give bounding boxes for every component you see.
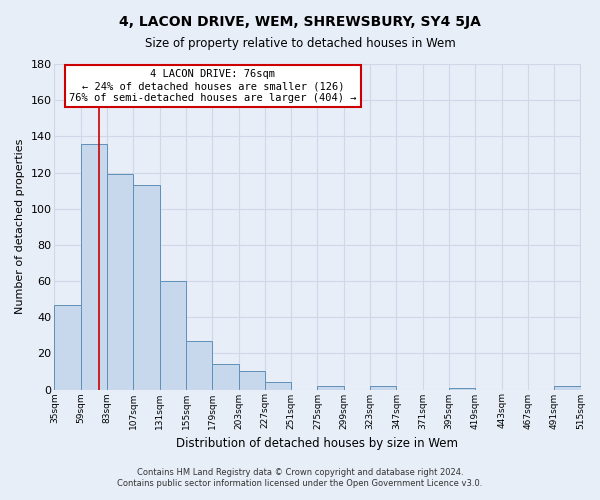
Bar bbox=[186, 340, 212, 390]
Bar bbox=[133, 185, 160, 390]
Y-axis label: Number of detached properties: Number of detached properties bbox=[15, 139, 25, 314]
Bar bbox=[55, 304, 81, 390]
Bar bbox=[160, 281, 186, 390]
Bar bbox=[107, 174, 133, 390]
Bar bbox=[370, 386, 397, 390]
X-axis label: Distribution of detached houses by size in Wem: Distribution of detached houses by size … bbox=[176, 437, 458, 450]
Bar bbox=[212, 364, 239, 390]
Text: 4 LACON DRIVE: 76sqm
← 24% of detached houses are smaller (126)
76% of semi-deta: 4 LACON DRIVE: 76sqm ← 24% of detached h… bbox=[69, 70, 356, 102]
Text: Contains HM Land Registry data © Crown copyright and database right 2024.
Contai: Contains HM Land Registry data © Crown c… bbox=[118, 468, 482, 487]
Bar bbox=[554, 386, 581, 390]
Text: Size of property relative to detached houses in Wem: Size of property relative to detached ho… bbox=[145, 38, 455, 51]
Bar bbox=[265, 382, 291, 390]
Bar bbox=[449, 388, 475, 390]
Bar bbox=[239, 372, 265, 390]
Text: 4, LACON DRIVE, WEM, SHREWSBURY, SY4 5JA: 4, LACON DRIVE, WEM, SHREWSBURY, SY4 5JA bbox=[119, 15, 481, 29]
Bar bbox=[317, 386, 344, 390]
Bar bbox=[81, 144, 107, 390]
